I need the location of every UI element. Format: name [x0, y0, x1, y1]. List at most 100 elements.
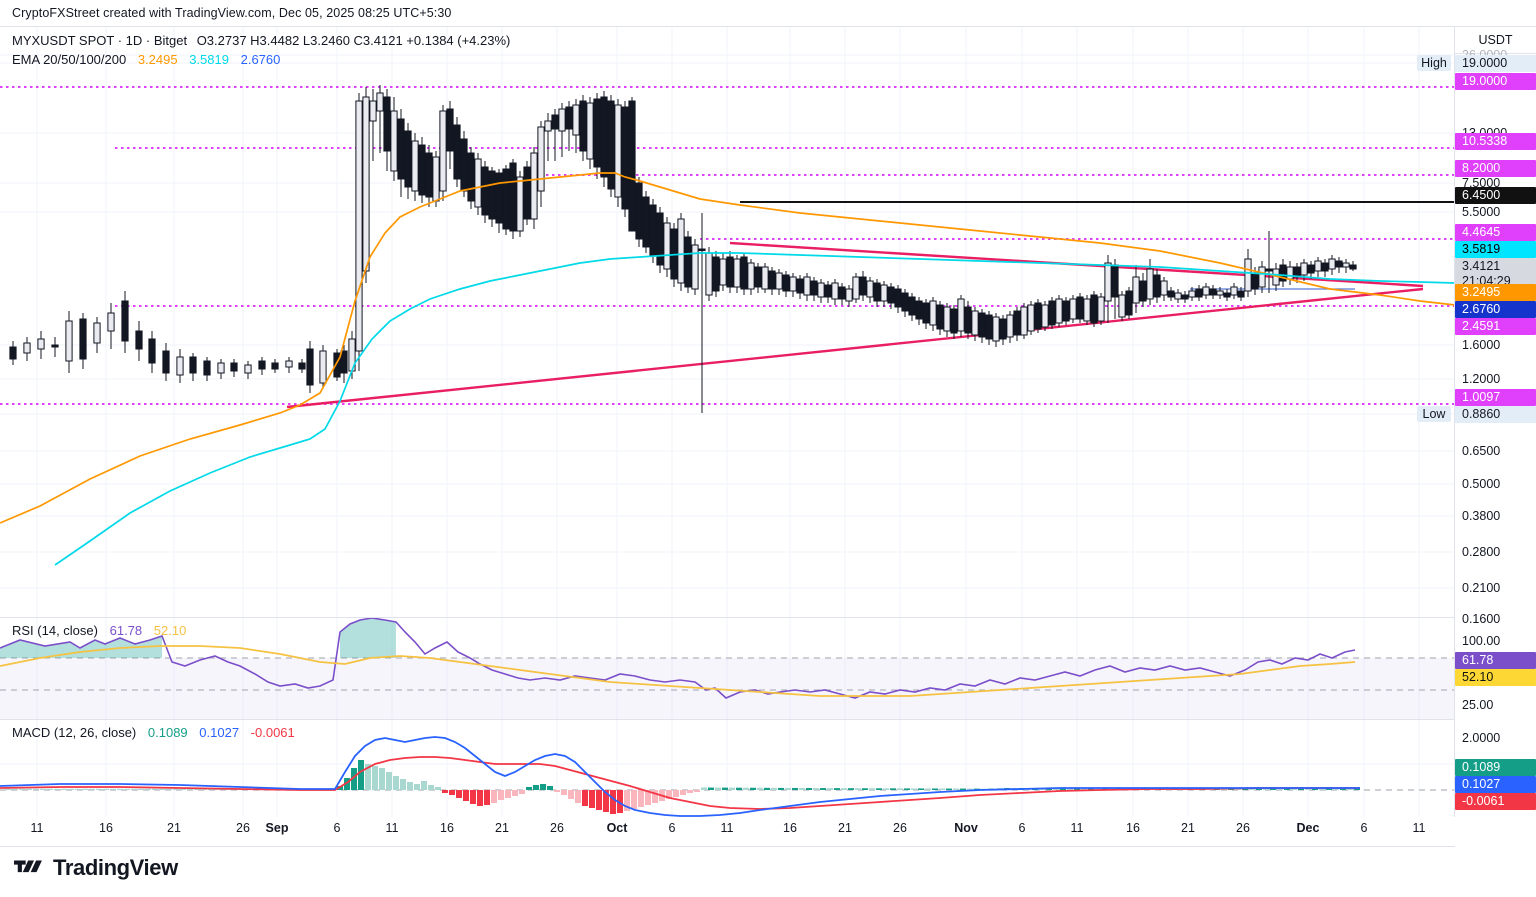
price-axis[interactable]: USDT 26.000019.0000High19.000013.000010.…	[1417, 27, 1536, 817]
price-chart-svg	[0, 27, 1455, 617]
macd-histogram-bar	[834, 788, 840, 790]
date-axis[interactable]: 11 16 21 26 Sep 6 11 16 21 26 Oct 6 11 16 21 26 Nov 6 11 16…	[0, 816, 1455, 847]
macd-histogram-bar	[414, 784, 420, 790]
candlestick	[978, 312, 986, 338]
axis-price-badge[interactable]: 1.0097	[1455, 389, 1536, 406]
candlestick	[404, 130, 412, 188]
macd-histogram-bar	[166, 788, 172, 790]
axis-price-badge[interactable]: 8.2000	[1455, 160, 1536, 177]
candlestick	[656, 212, 664, 266]
axis-price-badge[interactable]: 3.5819	[1455, 241, 1536, 258]
macd-histogram-bar	[932, 788, 938, 790]
candlestick	[1041, 304, 1049, 328]
macd-legend[interactable]: MACD (12, 26, close) 0.1089 0.1027 -0.00…	[12, 725, 295, 740]
macd-histogram-bar	[463, 790, 469, 801]
candlestick	[460, 138, 468, 192]
macd-value: 0.1089	[147, 725, 188, 740]
macd-histogram-bar	[911, 788, 917, 790]
macd-histogram-bar	[138, 788, 144, 790]
macd-histogram-bar	[1060, 788, 1066, 790]
candlestick	[1083, 298, 1091, 322]
macd-histogram-bar	[799, 787, 805, 790]
candlestick	[880, 284, 888, 302]
candlestick	[203, 360, 211, 376]
candlestick	[831, 282, 839, 300]
axis-tick-label: 1.2000	[1462, 372, 1501, 386]
tradingview-logo[interactable]: TradingView	[14, 855, 178, 881]
axis-price-badge[interactable]: 0.1089	[1455, 759, 1536, 776]
macd-histogram-bar	[1291, 788, 1297, 790]
price-pane[interactable]	[0, 27, 1455, 618]
candlestick	[1244, 258, 1252, 292]
attribution-text: CryptoFXStreet created with TradingView.…	[12, 6, 452, 20]
macd-histogram-bar	[547, 786, 553, 790]
macd-histogram-bar	[1319, 788, 1325, 790]
candlestick	[502, 168, 510, 230]
symbol-legend[interactable]: MYXUSDT SPOT · 1D · Bitget O3.2737 H3.44…	[12, 33, 510, 48]
axis-tick-label: 5.5000	[1462, 205, 1501, 219]
macd-histogram-bar	[456, 790, 462, 798]
macd-histogram-bar	[89, 788, 95, 790]
macd-histogram-bar	[645, 790, 651, 805]
rsi-pane[interactable]	[0, 618, 1455, 720]
candlestick	[614, 104, 622, 198]
axis-price-badge[interactable]: 10.5338	[1455, 133, 1536, 150]
macd-histogram-bar	[631, 790, 637, 809]
date-tick-label: 26	[236, 821, 250, 835]
candlestick	[887, 286, 895, 304]
macd-histogram-bar	[694, 790, 700, 792]
ema-legend[interactable]: EMA 20/50/100/200 3.2495 3.5819 2.6760	[12, 52, 280, 67]
axis-tick-label: 1.6000	[1462, 338, 1501, 352]
candlestick	[306, 348, 314, 386]
macd-histogram-bar	[883, 788, 889, 790]
axis-price-badge[interactable]: 4.4645	[1455, 224, 1536, 241]
candlestick	[1251, 272, 1259, 290]
date-tick-label: 16	[99, 821, 113, 835]
macd-histogram-bar	[372, 766, 378, 790]
axis-price-badge[interactable]: 52.10	[1455, 669, 1536, 686]
date-tick-label: 26	[1236, 821, 1250, 835]
candlestick	[467, 152, 475, 202]
axis-price-badge[interactable]: 61.78	[1455, 652, 1536, 669]
macd-histogram-bar	[617, 790, 623, 813]
candlestick	[761, 266, 769, 290]
rsi-legend[interactable]: RSI (14, close) 61.78 52.10	[12, 623, 186, 638]
candlestick	[628, 100, 636, 232]
candlestick	[162, 350, 170, 374]
candlestick	[565, 106, 573, 130]
candlestick	[852, 276, 860, 300]
macd-histogram-bar	[1081, 788, 1087, 790]
macd-histogram-bar	[12, 788, 18, 790]
axis-tick-label: 7.5000	[1462, 176, 1501, 190]
macd-histogram-bar	[484, 790, 490, 805]
tradingview-mark-icon	[14, 860, 42, 873]
candlestick	[298, 362, 306, 370]
candlestick	[1321, 262, 1329, 272]
macd-histogram-bar	[638, 790, 644, 807]
axis-price-badge[interactable]: 19.0000	[1455, 73, 1536, 90]
candlestick	[1230, 286, 1238, 296]
date-tick-label: 11	[1412, 821, 1426, 835]
macd-histogram-bar	[344, 778, 350, 790]
axis-price-badge[interactable]: 2.6760	[1455, 301, 1536, 318]
macd-histogram-bar	[33, 788, 39, 790]
date-tick-label: 16	[440, 821, 454, 835]
candlestick	[418, 144, 426, 196]
macd-histogram-bar	[757, 787, 763, 790]
macd-histogram-bar	[1074, 788, 1080, 790]
candlestick	[1314, 260, 1322, 272]
candlestick	[677, 218, 685, 284]
candlestick	[390, 110, 398, 172]
candlestick	[712, 256, 720, 292]
macd-pane[interactable]	[0, 720, 1455, 817]
candlestick	[1055, 298, 1063, 324]
axis-price-badge[interactable]: 2.4591	[1455, 318, 1536, 335]
candlestick	[432, 156, 440, 202]
axis-price-badge[interactable]: 0.1027	[1455, 776, 1536, 793]
axis-price-badge[interactable]: -0.0061	[1455, 793, 1536, 810]
candlestick	[1300, 262, 1308, 276]
axis-price-badge[interactable]: 6.4500	[1455, 187, 1536, 204]
macd-histogram-bar	[351, 768, 357, 790]
macd-histogram-bar	[393, 776, 399, 790]
axis-price-badge[interactable]: 3.2495	[1455, 284, 1536, 301]
